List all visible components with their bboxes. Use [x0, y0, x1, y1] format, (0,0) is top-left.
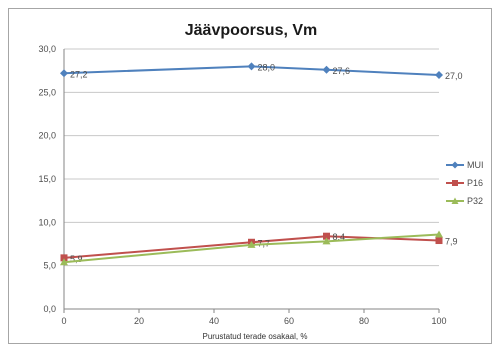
data-point	[247, 240, 256, 248]
legend-entry: P32	[467, 196, 483, 206]
data-label: 27,2	[70, 69, 88, 79]
data-point	[322, 237, 331, 245]
x-tick-label: 20	[134, 316, 144, 326]
legend-marker	[451, 161, 459, 169]
legend-marker	[451, 197, 459, 204]
data-point	[60, 69, 68, 78]
x-tick-label: 60	[284, 316, 294, 326]
x-tick-labels: 0 20 40 60 80 100	[61, 316, 446, 326]
data-point	[247, 62, 256, 71]
legend-entry: P16	[467, 178, 483, 188]
data-label: 7,9	[445, 237, 458, 247]
data-point	[60, 258, 68, 266]
data-label: 8,4	[333, 232, 346, 242]
y-tick-label: 20,0	[38, 131, 56, 141]
data-point	[435, 237, 443, 245]
data-point	[322, 65, 331, 74]
series-line-MUI	[63, 65, 440, 76]
y-tick-label: 10,0	[38, 217, 56, 227]
y-tick-label: 15,0	[38, 174, 56, 184]
axes	[63, 49, 440, 313]
data-label: 7,7	[258, 238, 271, 248]
legend-marker	[452, 180, 458, 186]
data-point	[60, 254, 68, 262]
data-point	[323, 232, 330, 240]
y-tick-label: 5,0	[43, 261, 56, 271]
y-tick-labels: 0,0 5,0 10,0 15,0 20,0 25,0 30,0	[38, 44, 56, 314]
data-point	[435, 71, 443, 79]
gridlines	[64, 48, 439, 310]
series-group: 27,2 28,0 27,6 27,0 5,9 7,7 8,4 7,9	[60, 62, 463, 266]
x-axis-title: Purustatud terade osakaal, %	[203, 332, 308, 341]
chart-title: Jäävpoorsus, Vm	[185, 22, 318, 39]
y-tick-label: 25,0	[38, 87, 56, 97]
line-chart: Jäävpoorsus, Vm 0,0 5,0 10,0 15,0 20,0 25,0 30…	[38, 22, 484, 341]
x-tick-label: 0	[61, 316, 66, 326]
chart-frame: Jäävpoorsus, Vm 0,0 5,0 10,0 15,0 20,0 25,0 30…	[8, 8, 492, 344]
data-label: 5,9	[70, 254, 83, 264]
x-tick-label: 80	[359, 316, 369, 326]
legend-entry: MUI	[467, 160, 484, 170]
data-label: 28,0	[258, 62, 276, 72]
y-tick-label: 30,0	[38, 44, 56, 54]
data-point	[435, 230, 443, 238]
data-label: 27,0	[445, 71, 463, 81]
x-tick-label: 100	[431, 316, 446, 326]
x-tick-label: 40	[209, 316, 219, 326]
y-tick-label: 0,0	[43, 304, 56, 314]
data-label: 27,6	[333, 66, 351, 76]
series-line-P32	[63, 233, 440, 264]
legend: MUI P16 P32	[446, 160, 484, 206]
